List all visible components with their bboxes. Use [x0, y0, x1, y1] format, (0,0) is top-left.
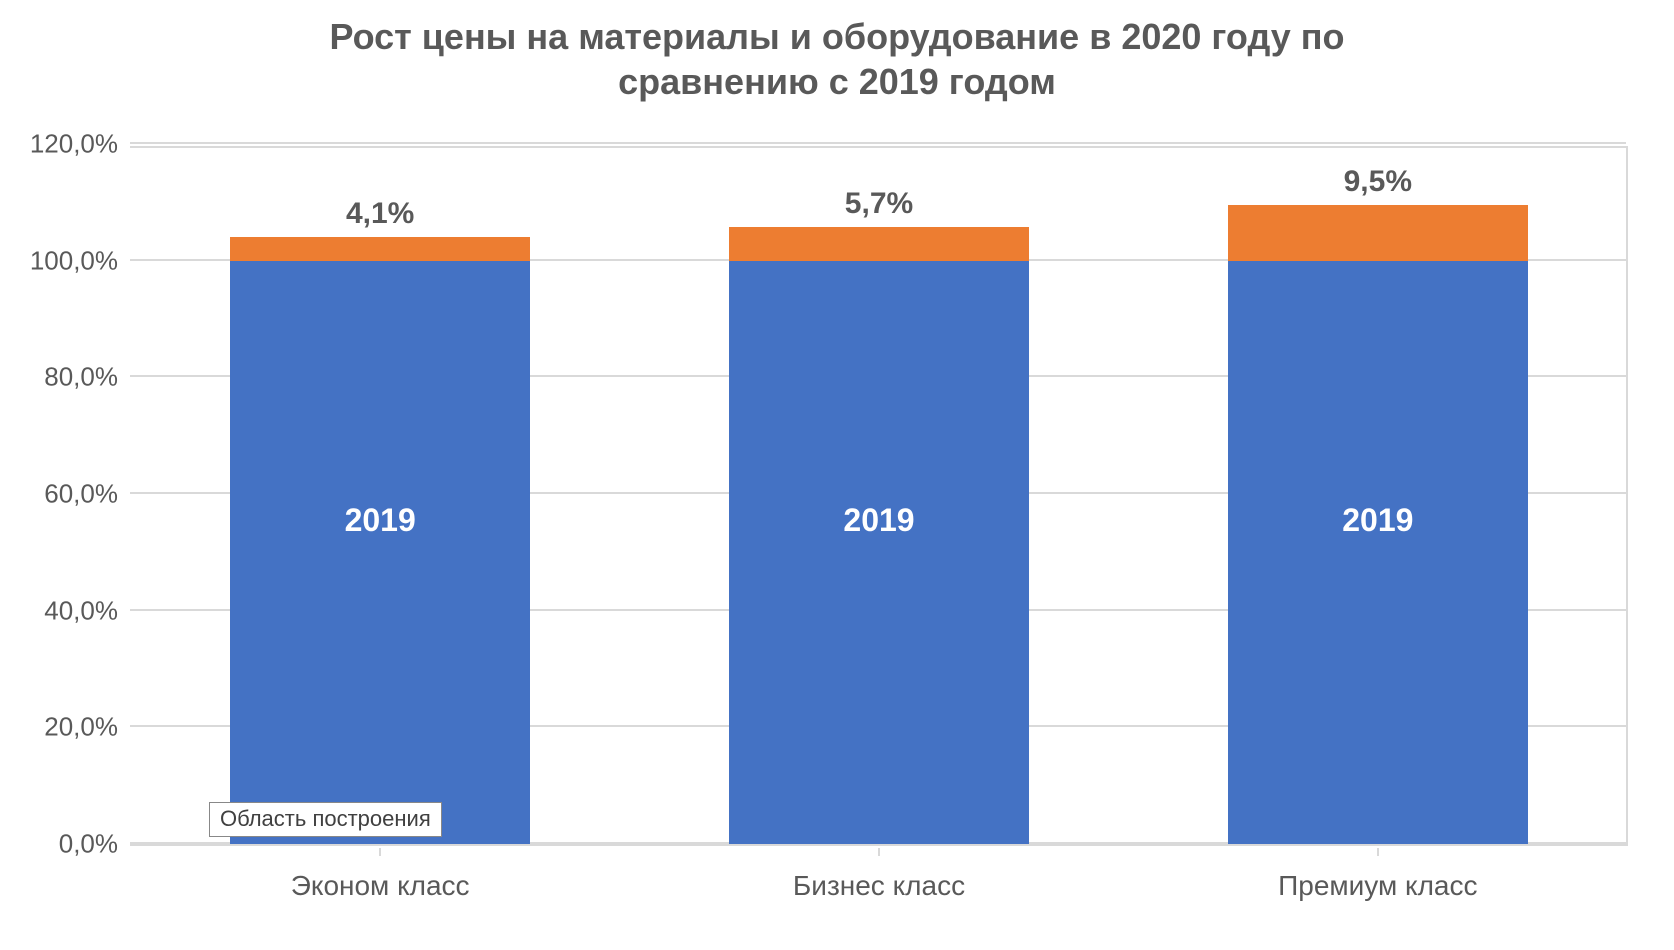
tooltip-text: Область построения [220, 806, 431, 831]
chart-container: Рост цены на материалы и оборудование в … [0, 0, 1674, 950]
x-tick [878, 848, 880, 856]
plot-area-tooltip: Область построения [209, 802, 442, 837]
plot-area: 0,0%20,0%40,0%60,0%80,0%100,0%120,0%2019… [130, 146, 1628, 846]
y-tick-label: 60,0% [44, 479, 130, 510]
bar-inner-label: 2019 [729, 502, 1029, 539]
bar-segment-base [230, 261, 530, 844]
category-label: Премиум класс [1168, 870, 1588, 902]
bar-inner-label: 2019 [230, 502, 530, 539]
gridline [130, 142, 1626, 144]
y-tick-label: 80,0% [44, 362, 130, 393]
bar-inner-label: 2019 [1228, 502, 1528, 539]
y-tick-label: 100,0% [30, 245, 130, 276]
category-label: Бизнес класс [669, 870, 1089, 902]
y-tick-label: 20,0% [44, 712, 130, 743]
bar-segment-base [729, 261, 1029, 844]
x-tick [379, 848, 381, 856]
y-tick-label: 40,0% [44, 595, 130, 626]
bar-segment-base [1228, 261, 1528, 844]
category-label: Эконом класс [170, 870, 590, 902]
x-tick [1377, 848, 1379, 856]
bar-top-label: 9,5% [1228, 165, 1528, 199]
bar-top-label: 4,1% [230, 197, 530, 231]
chart-title: Рост цены на материалы и оборудование в … [0, 14, 1674, 104]
bar-segment-delta [1228, 205, 1528, 260]
y-tick-label: 120,0% [30, 129, 130, 160]
bar-segment-delta [230, 237, 530, 261]
bar-top-label: 5,7% [729, 187, 1029, 221]
bar-segment-delta [729, 227, 1029, 260]
y-tick-label: 0,0% [59, 829, 130, 860]
